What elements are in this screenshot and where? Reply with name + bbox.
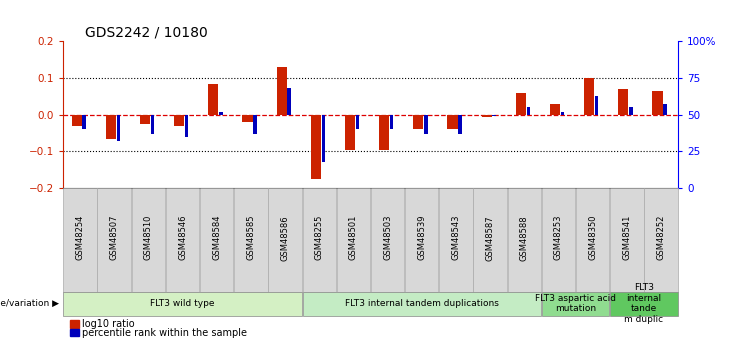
Bar bbox=[63, 188, 97, 292]
Bar bbox=[276, 67, 287, 115]
Bar bbox=[185, 115, 188, 137]
Text: GSM48255: GSM48255 bbox=[315, 215, 324, 260]
Bar bbox=[322, 115, 325, 161]
Text: GSM48501: GSM48501 bbox=[349, 215, 358, 260]
Text: GSM48539: GSM48539 bbox=[417, 215, 426, 260]
Bar bbox=[140, 115, 150, 124]
Bar bbox=[482, 115, 492, 117]
Text: FLT3 aspartic acid
mutation: FLT3 aspartic acid mutation bbox=[535, 294, 616, 313]
Bar bbox=[82, 115, 86, 129]
Text: GDS2242 / 10180: GDS2242 / 10180 bbox=[85, 26, 208, 40]
Bar bbox=[542, 292, 609, 316]
Text: GSM48585: GSM48585 bbox=[247, 215, 256, 260]
Text: FLT3 wild type: FLT3 wild type bbox=[150, 299, 215, 308]
Text: GSM48350: GSM48350 bbox=[588, 215, 597, 260]
Bar bbox=[242, 115, 253, 122]
Text: GSM48541: GSM48541 bbox=[622, 215, 631, 260]
Bar bbox=[550, 104, 560, 115]
Bar bbox=[268, 188, 302, 292]
Text: GSM48588: GSM48588 bbox=[519, 215, 529, 260]
Text: GSM48587: GSM48587 bbox=[485, 215, 494, 260]
Bar bbox=[508, 188, 541, 292]
Bar bbox=[561, 112, 564, 115]
Bar bbox=[644, 188, 678, 292]
Text: log10 ratio: log10 ratio bbox=[82, 319, 134, 329]
Text: genotype/variation ▶: genotype/variation ▶ bbox=[0, 299, 59, 308]
Text: GSM48584: GSM48584 bbox=[212, 215, 222, 260]
Bar bbox=[253, 115, 256, 134]
Text: GSM48586: GSM48586 bbox=[281, 215, 290, 260]
Bar bbox=[345, 115, 355, 149]
Bar bbox=[595, 96, 599, 115]
Bar bbox=[356, 115, 359, 129]
Bar bbox=[151, 115, 154, 134]
Text: GSM48510: GSM48510 bbox=[144, 215, 153, 260]
Text: GSM48503: GSM48503 bbox=[383, 215, 392, 260]
Bar bbox=[576, 188, 609, 292]
Bar bbox=[652, 91, 662, 115]
Bar bbox=[288, 88, 291, 115]
Bar bbox=[439, 188, 473, 292]
Bar bbox=[527, 107, 530, 115]
Text: GSM48543: GSM48543 bbox=[451, 215, 460, 260]
Bar bbox=[493, 115, 496, 116]
Bar bbox=[370, 188, 405, 292]
Bar bbox=[473, 188, 507, 292]
Text: GSM48254: GSM48254 bbox=[76, 215, 84, 260]
Bar bbox=[219, 112, 222, 115]
Text: percentile rank within the sample: percentile rank within the sample bbox=[82, 328, 247, 337]
Bar bbox=[302, 292, 541, 316]
Bar bbox=[132, 188, 165, 292]
Bar bbox=[116, 115, 120, 141]
Bar bbox=[448, 115, 458, 129]
Bar bbox=[166, 188, 199, 292]
Bar bbox=[208, 83, 219, 115]
Bar bbox=[379, 115, 389, 149]
Bar bbox=[106, 115, 116, 139]
Bar bbox=[200, 188, 233, 292]
Text: GSM48252: GSM48252 bbox=[657, 215, 665, 260]
Bar bbox=[516, 93, 526, 115]
Text: GSM48253: GSM48253 bbox=[554, 215, 563, 260]
Bar bbox=[629, 107, 633, 115]
Bar bbox=[63, 292, 302, 316]
Bar bbox=[663, 105, 667, 115]
Bar bbox=[413, 115, 423, 129]
Bar bbox=[459, 115, 462, 134]
Bar bbox=[302, 188, 336, 292]
Bar bbox=[174, 115, 185, 126]
Bar bbox=[610, 292, 678, 316]
Bar bbox=[424, 115, 428, 134]
Bar bbox=[405, 188, 439, 292]
Bar bbox=[336, 188, 370, 292]
Bar bbox=[610, 188, 643, 292]
Bar bbox=[584, 78, 594, 115]
Text: FLT3 internal tandem duplications: FLT3 internal tandem duplications bbox=[345, 299, 499, 308]
Bar bbox=[72, 115, 82, 126]
Bar bbox=[310, 115, 321, 179]
Bar bbox=[390, 115, 393, 129]
Bar bbox=[234, 188, 268, 292]
Text: FLT3
internal
tande
m duplic: FLT3 internal tande m duplic bbox=[624, 284, 663, 324]
Text: GSM48546: GSM48546 bbox=[178, 215, 187, 260]
Bar bbox=[542, 188, 575, 292]
Bar bbox=[618, 89, 628, 115]
Bar bbox=[98, 188, 131, 292]
Text: GSM48507: GSM48507 bbox=[110, 215, 119, 260]
